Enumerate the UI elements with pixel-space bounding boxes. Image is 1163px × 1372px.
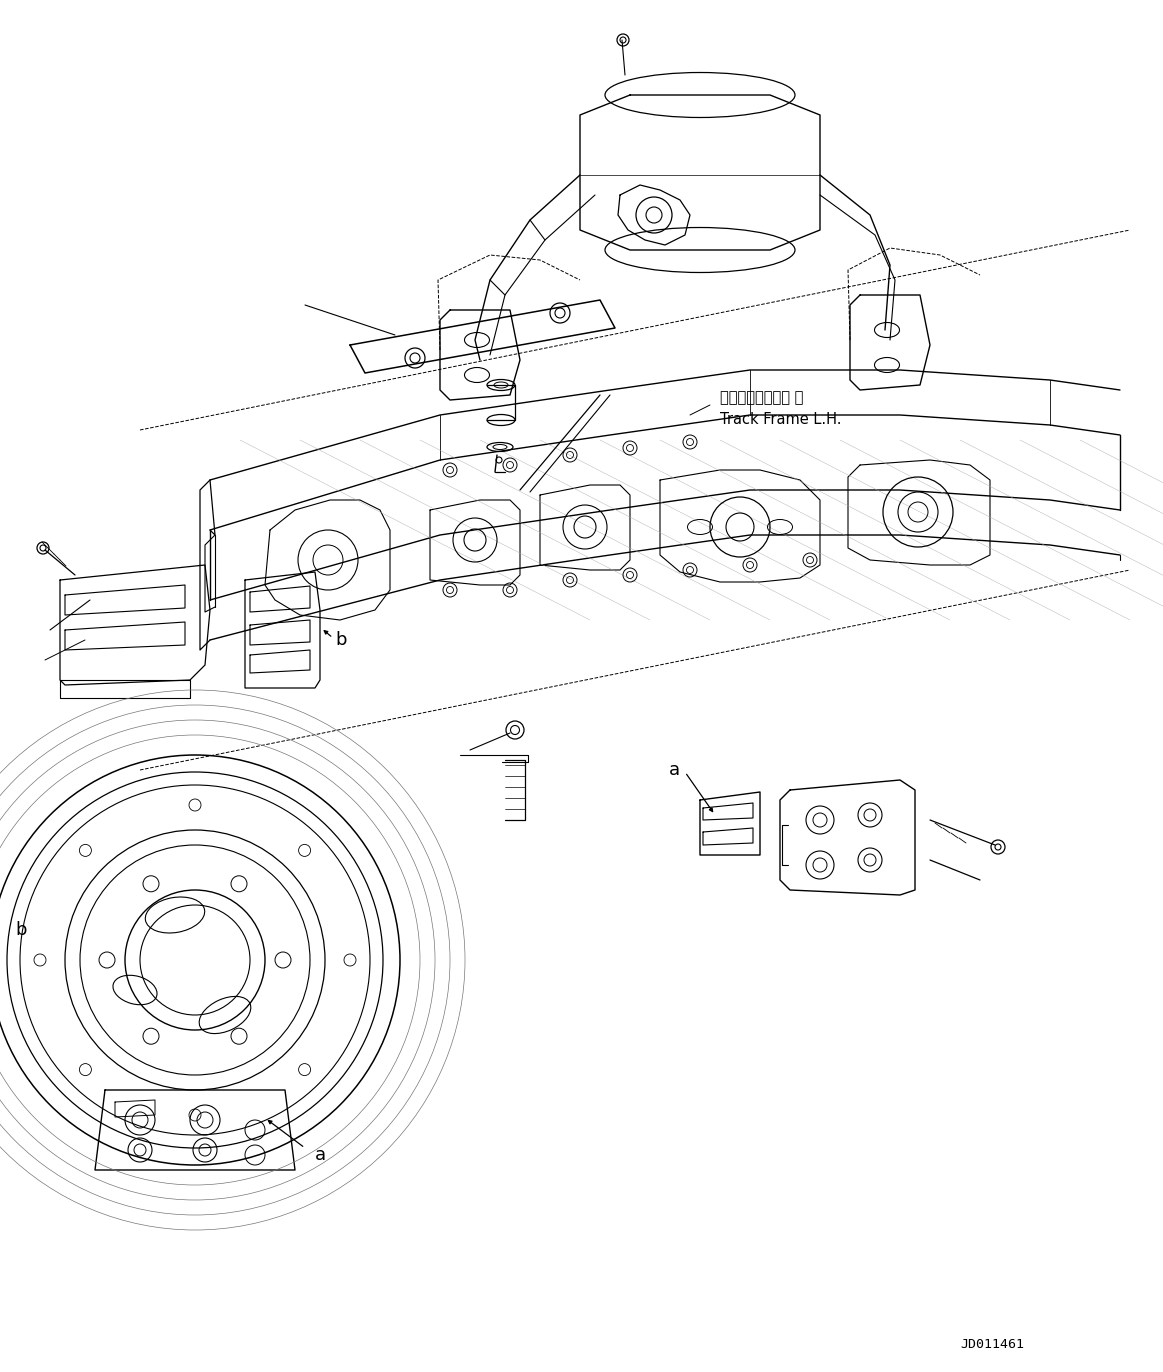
Text: b: b xyxy=(15,921,27,938)
Text: トラックフレーム 左: トラックフレーム 左 xyxy=(720,391,804,406)
Text: a: a xyxy=(669,761,680,779)
Text: JD011461: JD011461 xyxy=(959,1339,1023,1351)
Text: Track Frame L.H.: Track Frame L.H. xyxy=(720,413,842,428)
Text: a: a xyxy=(315,1146,326,1163)
Text: b: b xyxy=(335,631,347,649)
